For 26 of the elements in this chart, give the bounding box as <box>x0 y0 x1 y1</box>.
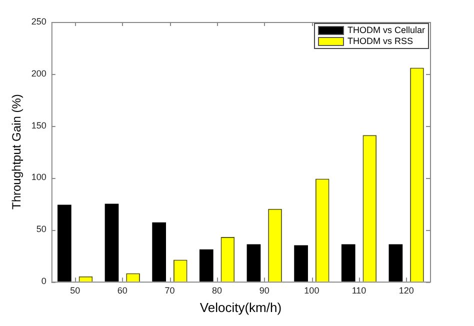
x-tick-label: 120 <box>398 285 414 296</box>
bar <box>58 204 72 282</box>
bar <box>152 222 166 282</box>
x-tick-label: 110 <box>352 285 366 296</box>
bar <box>294 245 308 282</box>
x-tick-label: 60 <box>117 285 128 296</box>
y-axis-title: Throughtput Gain (%) <box>10 94 24 210</box>
legend-label: THODM vs Cellular <box>347 25 425 36</box>
bar <box>199 249 214 282</box>
x-tick-label: 80 <box>212 285 222 296</box>
x-tick-label: 90 <box>259 285 270 296</box>
bar <box>341 244 356 282</box>
x-tick-label: 70 <box>164 285 175 296</box>
legend-label: THODM vs RSS <box>347 36 413 47</box>
y-tick-label: 200 <box>31 68 46 78</box>
bar <box>104 204 119 282</box>
x-tick-label: 50 <box>70 285 80 296</box>
y-tick-label: 250 <box>31 16 46 26</box>
y-tick-label: 50 <box>36 224 46 234</box>
x-axis-title: Velocity(km/h) <box>200 300 282 315</box>
y-tick-label: 150 <box>31 120 46 130</box>
bar <box>246 244 261 282</box>
y-tick-label: 100 <box>31 172 46 182</box>
x-tick-label: 100 <box>304 285 320 296</box>
y-tick-label: 0 <box>41 276 46 286</box>
bar <box>388 244 403 282</box>
